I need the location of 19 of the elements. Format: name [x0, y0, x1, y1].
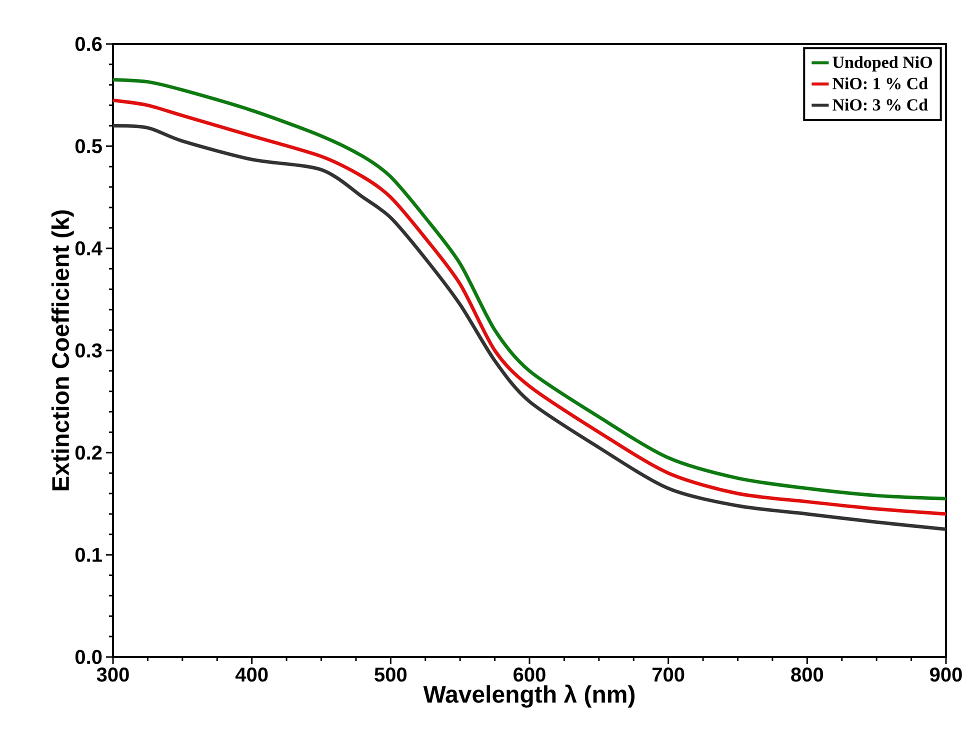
y-tick-label: 0.4: [75, 241, 102, 256]
legend-label: Undoped NiO: [832, 56, 932, 72]
y-tick-label: 0.0: [75, 650, 102, 664]
legend-label: NiO: 1 % Cd: [832, 77, 928, 90]
y-tick-label: 0.5: [75, 139, 102, 154]
x-tick-label: 600: [514, 668, 546, 682]
x-tick-label: 300: [96, 668, 129, 682]
x-tick-label: 900: [930, 668, 962, 682]
x-tick-label: 400: [235, 668, 268, 682]
x-tick-label: 500: [374, 668, 407, 682]
y-tick-label: 0.1: [75, 548, 102, 562]
y-tick-label: 0.6: [75, 36, 102, 52]
y-tick-label: 0.3: [75, 343, 102, 358]
y-axis-title: Extinction Coefficient (k): [51, 210, 74, 490]
x-tick-label: 800: [791, 668, 824, 682]
y-tick-label: 0.2: [75, 446, 102, 460]
legend-label: NiO: 3 % Cd: [832, 98, 928, 111]
x-axis-title: Wavelength λ (nm): [423, 684, 635, 708]
x-tick-label: 700: [652, 668, 684, 682]
